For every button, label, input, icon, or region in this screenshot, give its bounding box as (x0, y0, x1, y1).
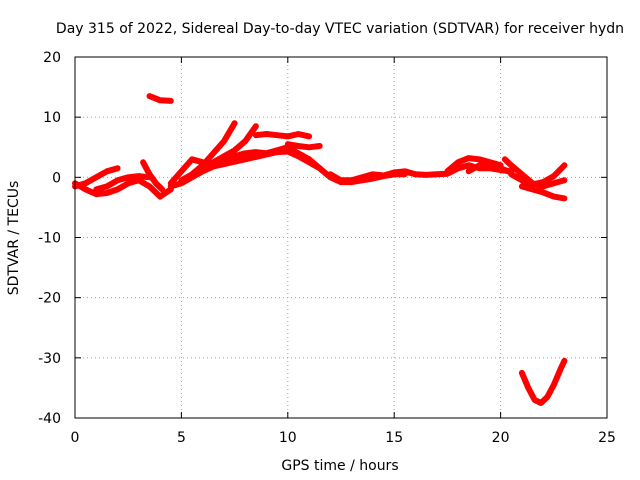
x-tick-label: 5 (177, 430, 186, 446)
series-trace-12 (284, 141, 323, 151)
grid (75, 57, 607, 418)
series-trace-4 (140, 159, 166, 193)
series-trace-11 (252, 131, 313, 140)
x-axis-label: GPS time / hours (281, 458, 398, 474)
series-trace-2 (72, 165, 121, 190)
y-tick-label: 20 (43, 50, 61, 66)
y-tick-label: -30 (38, 351, 61, 367)
chart-title: Day 315 of 2022, Sidereal Day-to-day VTE… (56, 21, 624, 37)
data-traces (72, 93, 568, 406)
series-trace-9 (199, 123, 259, 172)
x-tick-label: 15 (385, 430, 403, 446)
y-axis-label: SDTVAR / TECUs (6, 181, 22, 296)
x-tick-label: 20 (492, 430, 510, 446)
series-trace-3 (93, 173, 153, 193)
y-tick-label: -10 (38, 231, 61, 247)
axis-ticks: 0 5 10 15 20 25 -40 -30 -20 -10 0 10 20 (38, 50, 616, 446)
series-trace-19 (518, 183, 568, 202)
y-tick-label: -20 (38, 291, 61, 307)
series-trace-18 (508, 162, 568, 188)
series-trace-1 (72, 177, 174, 200)
y-tick-label: 10 (43, 110, 61, 126)
x-tick-label: 0 (71, 430, 80, 446)
series-trace-5 (146, 93, 174, 104)
y-tick-label: 0 (52, 170, 61, 186)
x-tick-label: 10 (279, 430, 297, 446)
series-trace-14 (348, 171, 408, 186)
series-trace-16 (465, 162, 515, 176)
series-trace-20 (518, 357, 568, 406)
series-trace-8 (178, 120, 238, 184)
x-tick-label: 25 (598, 430, 616, 446)
y-tick-label: -40 (38, 411, 61, 427)
